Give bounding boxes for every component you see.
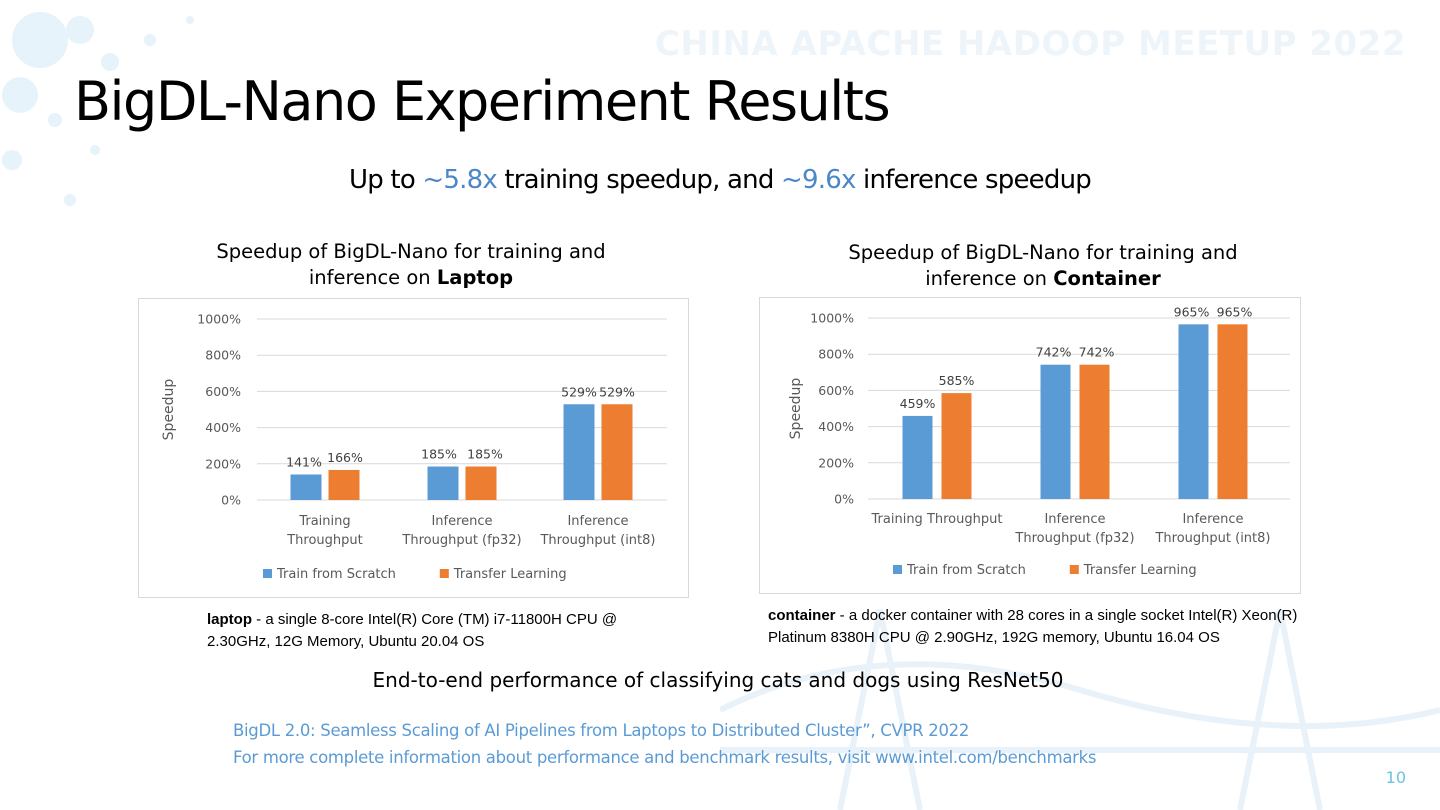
- x-category-label: Throughput (int8): [1154, 531, 1270, 546]
- y-tick-label: 200%: [205, 456, 241, 471]
- data-label: 965%: [1174, 304, 1210, 319]
- subtitle-part-2: training speedup, and: [496, 165, 782, 195]
- x-category-label: Training Throughput: [871, 512, 1003, 527]
- x-category-label: Throughput (int8): [539, 533, 655, 548]
- bridge-decoration: [720, 609, 1440, 810]
- legend-swatch: [439, 569, 449, 578]
- container-chart-frame: 0% 200% 400% 600% 800% 1000% Speedup 459% 585% Tr…: [759, 297, 1301, 594]
- data-label: 166%: [327, 450, 363, 465]
- data-label: 742%: [1036, 345, 1072, 360]
- data-label: 529%: [561, 384, 597, 399]
- y-tick-label: 200%: [818, 455, 854, 470]
- bar-transfer-learning: [941, 393, 972, 499]
- bar-train-from-scratch: [902, 415, 933, 499]
- bar-train-from-scratch: [290, 474, 322, 500]
- bar-transfer-learning: [328, 469, 360, 500]
- legend-swatch: [893, 565, 902, 574]
- legend-swatch: [1069, 565, 1079, 574]
- y-tick-label: 400%: [818, 419, 854, 434]
- ink-splash-decoration: [2, 12, 194, 206]
- bar-train-from-scratch: [1040, 364, 1071, 499]
- y-tick-label: 1000%: [197, 312, 241, 327]
- container-chart-title-bold: Container: [1053, 267, 1161, 290]
- x-category-label: Training: [298, 514, 350, 529]
- data-label: 529%: [599, 384, 635, 399]
- laptop-chart-title: Speedup of BigDL-Nano for training and i…: [180, 239, 642, 291]
- legend-label: Train from Scratch: [276, 567, 396, 582]
- container-spec-note: container - a docker container with 28 c…: [768, 605, 1343, 649]
- container-spec-text: - a docker container with 28 cores in a …: [768, 607, 1298, 646]
- data-label: 585%: [939, 373, 975, 388]
- subtitle-part-1: Up to: [349, 165, 423, 195]
- x-category-label: Throughput (fp32): [401, 533, 521, 548]
- container-chart-title-prefix: Speedup of BigDL-Nano for training and i…: [848, 241, 1238, 290]
- y-tick-label: 600%: [818, 383, 854, 398]
- y-tick-label: 1000%: [810, 311, 854, 326]
- x-category-label: Inference: [567, 514, 628, 529]
- page-number: 10: [1385, 768, 1406, 787]
- bar-train-from-scratch: [427, 466, 459, 500]
- bar-train-from-scratch: [563, 404, 595, 500]
- container-chart-title: Speedup of BigDL-Nano for training and i…: [812, 240, 1274, 292]
- x-category-label: Inference: [1182, 512, 1243, 527]
- bar-train-from-scratch: [1178, 324, 1209, 499]
- legend-label: Transfer Learning: [453, 567, 567, 582]
- data-label: 185%: [421, 447, 457, 462]
- inference-speedup-value: ~9.6x: [781, 165, 856, 195]
- laptop-speedup-chart: 0% 200% 400% 600% 800% 1000% Speedup 141% 166% Tr…: [161, 312, 667, 582]
- y-axis-label: Speedup: [161, 379, 177, 441]
- x-category-label: Inference: [431, 514, 492, 529]
- x-category-label: Throughput: [286, 533, 363, 548]
- reference-paper: BigDL 2.0: Seamless Scaling of AI Pipeli…: [233, 721, 970, 740]
- y-tick-label: 0%: [834, 492, 854, 507]
- bar-transfer-learning: [465, 466, 497, 500]
- y-axis-label: Speedup: [788, 378, 804, 440]
- y-tick-label: 800%: [818, 347, 854, 362]
- figure-caption: End-to-end performance of classifying ca…: [372, 668, 1064, 692]
- container-spec-label: container: [768, 607, 836, 624]
- subtitle-part-3: inference speedup: [855, 165, 1092, 195]
- slide-subtitle: Up to ~5.8x training speedup, and ~9.6x …: [0, 165, 1440, 195]
- bar-transfer-learning: [1217, 324, 1248, 499]
- laptop-chart-frame: 0% 200% 400% 600% 800% 1000% Speedup 141% 166% Tr…: [138, 298, 689, 598]
- legend-label: Transfer Learning: [1083, 563, 1197, 578]
- event-watermark: CHINA APACHE HADOOP MEETUP 2022: [654, 24, 1406, 64]
- x-category-label: Inference: [1044, 512, 1105, 527]
- x-category-label: Throughput (fp32): [1014, 531, 1134, 546]
- data-label: 141%: [286, 454, 322, 469]
- reference-benchmarks: For more complete information about perf…: [233, 748, 1097, 767]
- y-tick-label: 400%: [205, 420, 241, 435]
- laptop-spec-label: laptop: [207, 611, 252, 628]
- laptop-spec-note: laptop - a single 8-core Intel(R) Core (…: [207, 609, 647, 653]
- data-label: 185%: [467, 447, 503, 462]
- data-label: 965%: [1217, 304, 1253, 319]
- container-speedup-chart: 0% 200% 400% 600% 800% 1000% Speedup 459%585% Tr…: [788, 304, 1290, 578]
- slide-title: BigDL-Nano Experiment Results: [74, 70, 891, 133]
- legend-label: Train from Scratch: [906, 563, 1026, 578]
- training-speedup-value: ~5.8x: [422, 165, 497, 195]
- bar-transfer-learning: [1079, 364, 1110, 499]
- bar-transfer-learning: [601, 404, 633, 500]
- legend-swatch: [263, 569, 272, 578]
- y-tick-label: 0%: [221, 493, 241, 508]
- data-label: 742%: [1079, 345, 1115, 360]
- laptop-chart-title-bold: Laptop: [436, 266, 514, 289]
- laptop-chart-title-prefix: Speedup of BigDL-Nano for training and i…: [216, 240, 606, 289]
- laptop-spec-text: - a single 8-core Intel(R) Core (TM) i7-…: [207, 611, 618, 650]
- y-tick-label: 600%: [205, 384, 241, 399]
- data-label: 459%: [900, 396, 936, 411]
- y-tick-label: 800%: [205, 348, 241, 363]
